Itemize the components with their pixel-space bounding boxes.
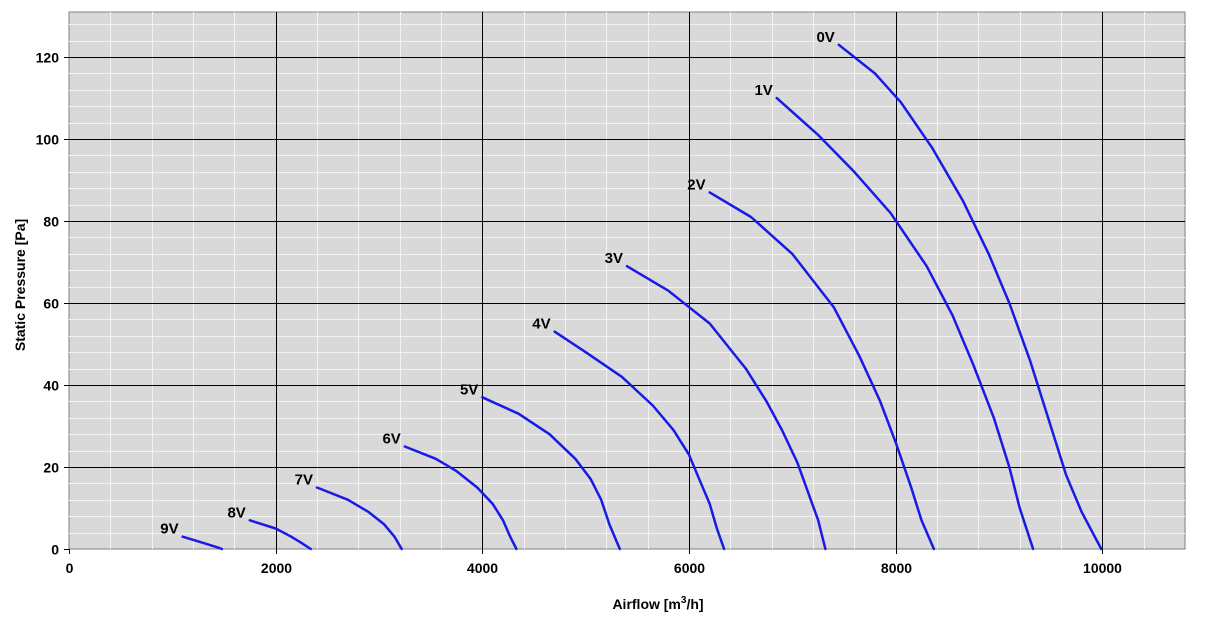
series-line-8v: [248, 519, 313, 551]
series-line-1v: [775, 96, 1035, 551]
series-line-6v: [403, 445, 518, 551]
x-tick-label: 4000: [467, 560, 498, 576]
y-tick-label: 20: [43, 460, 59, 476]
x-axis-label: Airflow [m3/h]: [612, 595, 703, 612]
series-label-2v: 2V: [687, 176, 705, 193]
series-label-8v: 8V: [227, 504, 245, 521]
x-tick-label: 0: [66, 560, 74, 576]
series-label-4v: 4V: [532, 316, 550, 333]
y-tick-label: 80: [43, 214, 59, 230]
y-tick-label: 60: [43, 296, 59, 312]
series-line-9v: [181, 535, 224, 551]
series-label-1v: 1V: [754, 82, 772, 99]
y-tick-label: 100: [36, 132, 60, 148]
y-axis-label: Static Pressure [Pa]: [12, 219, 28, 351]
x-tick-label: 6000: [674, 560, 705, 576]
y-tick-label: 0: [51, 542, 59, 558]
series-label-5v: 5V: [460, 381, 478, 398]
x-tick-label: 2000: [261, 560, 292, 576]
plot-area: [68, 11, 1186, 550]
x-tick-label: 8000: [881, 560, 912, 576]
y-tick-label: 40: [43, 378, 59, 394]
series-line-0v: [837, 43, 1103, 551]
series-line-7v: [315, 486, 403, 551]
y-tick-label: 120: [36, 50, 60, 66]
series-label-6v: 6V: [382, 431, 400, 448]
series-label-7v: 7V: [295, 472, 313, 489]
series-label-0v: 0V: [816, 29, 834, 46]
series-label-3v: 3V: [605, 250, 623, 267]
series-line-4v: [553, 330, 726, 551]
series-line-3v: [625, 264, 827, 551]
series-label-9v: 9V: [160, 521, 178, 538]
series-line-2v: [708, 191, 936, 551]
series-line-5v: [481, 396, 622, 551]
x-tick-label: 10000: [1083, 560, 1122, 576]
